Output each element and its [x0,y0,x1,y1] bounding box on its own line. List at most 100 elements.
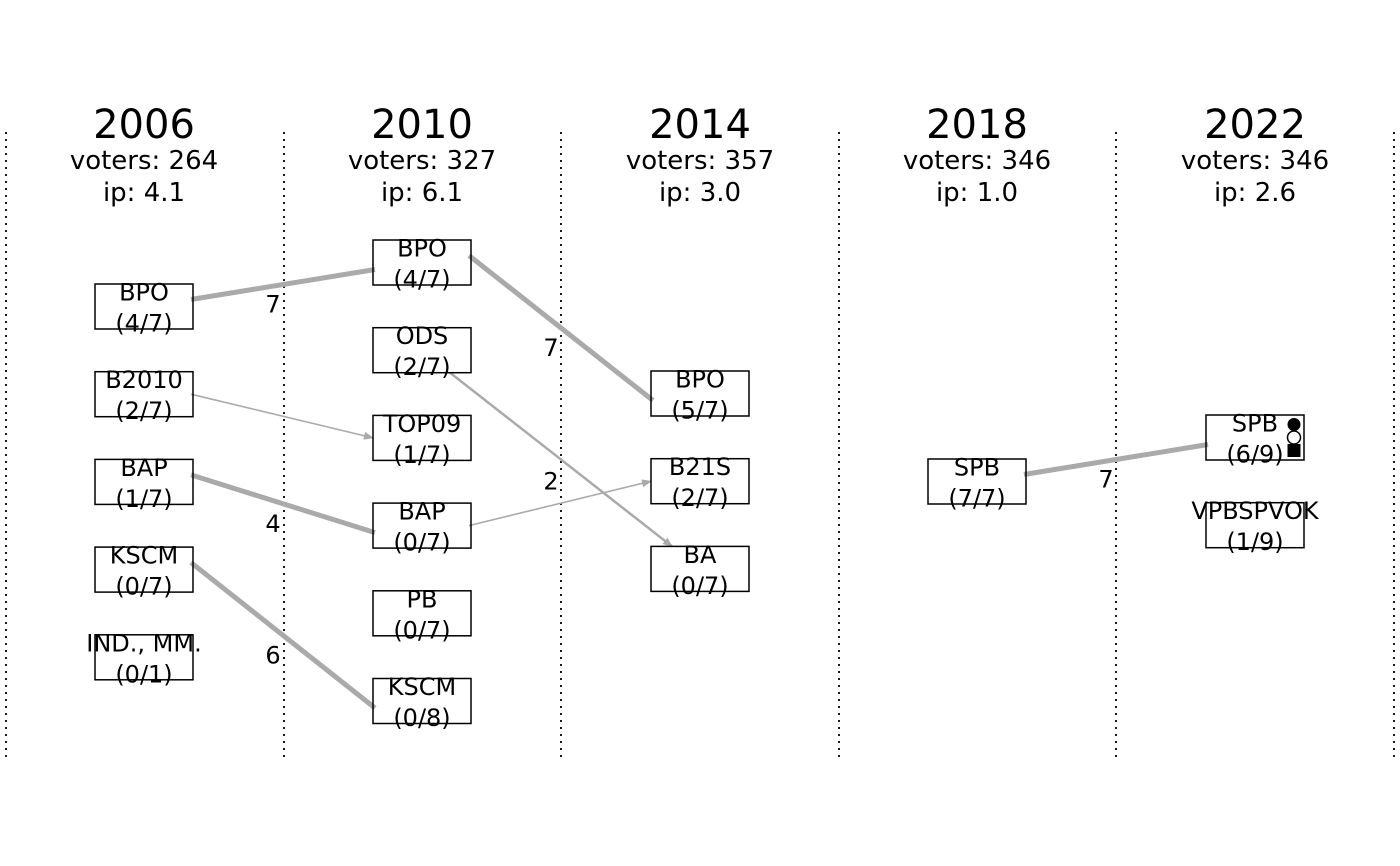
party-node: IND., MM. (0/1) [86,629,201,688]
party-name: BPO [675,366,725,394]
party-box [650,370,750,417]
election-ip: ip: 1.0 [936,178,1018,208]
flow-label: 6 [265,641,280,669]
party-name: BAP [398,498,445,526]
election-year: 2014 [649,102,751,148]
party-name: SPB [954,454,1000,482]
party-seat-share: (2/7) [115,397,172,425]
election-voters: voters: 346 [1181,146,1329,176]
party-box [94,458,194,506]
flow-line [190,393,374,440]
election-ip: ip: 4.1 [103,178,185,208]
party-name: IND., MM. [86,629,201,657]
election-year: 2018 [926,102,1028,148]
party-box [372,239,472,286]
party-name: SPB [1232,410,1278,438]
flow-line [449,371,673,548]
election-voters: voters: 264 [70,146,218,176]
party-name: B21S [669,453,731,481]
party-name: BAP [120,454,167,482]
party-name: PB [407,585,438,613]
party-box [372,326,472,374]
party-seat-share: (0/7) [393,529,450,557]
party-box [94,370,194,418]
party-name: TOP09 [382,410,462,438]
party-seat-share: (0/7) [115,573,172,601]
party-node: KSCM (0/8) [372,673,472,732]
party-seat-share: (0/1) [115,660,172,688]
party-name: BPO [119,279,169,307]
party-node: VPBSPVOK (1/9) [1191,497,1320,556]
flow-label: 4 [265,510,280,538]
flow-line [467,253,655,403]
party-name: KSCM [110,542,178,570]
party-seat-share: (7/7) [948,485,1005,513]
party-node: BPO (5/7) [650,366,750,425]
party-node: BPO (4/7) [372,235,472,294]
election-year: 2010 [371,102,473,148]
party-box [372,590,472,637]
election-year: 2022 [1204,102,1306,148]
party-box [927,458,1027,505]
open-circle-icon [1286,430,1302,445]
party-node: SPB (7/7) [927,454,1027,513]
party-seat-share: (0/8) [393,704,450,732]
party-seat-share: (1/9) [1226,528,1283,556]
party-name: KSCM [388,673,456,701]
flow-line [190,472,376,535]
party-node: BAP (1/7) [94,454,194,513]
flow-line [190,267,376,302]
party-box [94,283,194,330]
flow-label: 7 [543,334,558,362]
party-box [650,457,750,505]
flow-line [468,479,652,527]
party-box [1205,414,1305,461]
party-node: SPB (6/9) [1205,410,1305,469]
election-voters: voters: 327 [348,146,496,176]
party-seat-share: (4/7) [115,310,172,338]
flow-label: 7 [1098,466,1113,494]
election-year: 2006 [93,102,195,148]
election-voters: voters: 346 [903,146,1051,176]
party-node: PB (0/7) [372,585,472,644]
party-name: VPBSPVOK [1191,497,1320,525]
party-box [94,634,194,681]
party-node: B2010 (2/7) [94,366,194,425]
filled-circle-icon [1287,418,1301,431]
election-ip: ip: 3.0 [659,178,741,208]
filled-square-icon [1287,444,1301,457]
election-ip: ip: 2.6 [1214,178,1296,208]
election-voters: voters: 357 [626,146,774,176]
party-seat-share: (2/7) [393,353,450,381]
party-node: BAP (0/7) [372,498,472,557]
party-node: B21S (2/7) [650,453,750,512]
party-name: B2010 [105,366,183,394]
party-node: BPO (4/7) [94,279,194,338]
party-box [372,677,472,725]
party-name: BPO [397,235,447,263]
flow-line [189,560,377,710]
party-seat-share: (6/9) [1226,441,1283,469]
party-seat-share: (1/7) [393,441,450,469]
party-seat-share: (5/7) [671,397,728,425]
party-seat-share: (2/7) [671,484,728,512]
party-node: ODS (2/7) [372,322,472,381]
party-box [1205,501,1305,549]
flow-label: 7 [265,291,280,319]
party-box [372,414,472,462]
party-node: TOP09 (1/7) [372,410,472,469]
party-node: BA (0/7) [650,541,750,600]
flow-label: 2 [543,468,558,496]
party-seat-share: (4/7) [393,266,450,294]
party-box [94,546,194,593]
flow-line [1023,442,1209,477]
party-name: BA [684,541,717,569]
party-box [372,502,472,549]
party-box [650,545,750,593]
election-ip: ip: 6.1 [381,178,463,208]
